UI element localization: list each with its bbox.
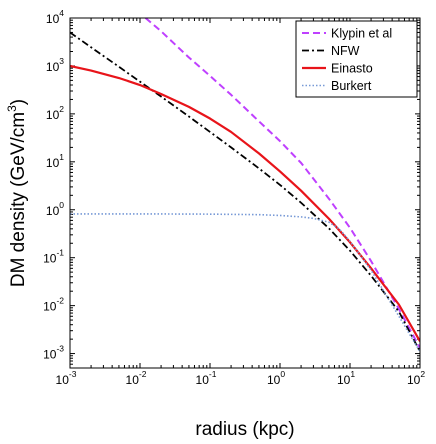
y-axis-title-exp: 3 bbox=[5, 105, 19, 112]
y-tick-label: 10-1 bbox=[43, 248, 64, 266]
y-tick-base: 10 bbox=[46, 108, 60, 122]
y-tick-exp: -3 bbox=[56, 344, 64, 354]
y-tick-label: 10-3 bbox=[43, 344, 64, 362]
y-tick-base: 10 bbox=[46, 204, 60, 218]
y-tick-base: 10 bbox=[43, 252, 57, 266]
x-tick-base: 10 bbox=[56, 373, 70, 387]
x-tick-base: 10 bbox=[126, 373, 140, 387]
y-tick-label: 101 bbox=[46, 152, 64, 170]
y-tick-base: 10 bbox=[43, 300, 57, 314]
x-tick-label: 10-2 bbox=[126, 369, 147, 387]
x-tick-base: 10 bbox=[196, 373, 210, 387]
x-axis-title: radius (kpc) bbox=[195, 419, 294, 440]
y-tick-base: 10 bbox=[46, 156, 60, 170]
x-tick-label: 101 bbox=[337, 369, 355, 387]
y-tick-label: 104 bbox=[46, 8, 64, 26]
x-tick-exp: -3 bbox=[69, 369, 77, 379]
y-tick-exp: -2 bbox=[56, 296, 64, 306]
x-tick-exp: 1 bbox=[350, 369, 355, 379]
x-tick-label: 102 bbox=[407, 369, 425, 387]
y-tick-label: 102 bbox=[46, 104, 64, 122]
plot-frame bbox=[69, 17, 421, 369]
legend-label: Einasto bbox=[331, 62, 373, 76]
y-tick-label: 10-2 bbox=[43, 296, 64, 314]
x-tick-exp: -1 bbox=[209, 369, 217, 379]
y-tick-exp: 3 bbox=[59, 56, 64, 66]
legend-label: NFW bbox=[331, 44, 360, 58]
y-tick-exp: -1 bbox=[56, 248, 64, 258]
legend-label: Klypin et al bbox=[331, 27, 392, 41]
series-layer bbox=[70, 18, 420, 352]
y-tick-base: 10 bbox=[43, 348, 57, 362]
series-line-nfw bbox=[70, 31, 420, 352]
y-axis-title: DM density (GeV/cm3) bbox=[5, 99, 29, 287]
y-tick-exp: 2 bbox=[59, 104, 64, 114]
x-tick-label: 10-1 bbox=[196, 369, 217, 387]
y-tick-label: 103 bbox=[46, 56, 64, 74]
x-tick-exp: -2 bbox=[139, 369, 147, 379]
x-tick-exp: 2 bbox=[420, 369, 425, 379]
x-tick-exp: 0 bbox=[280, 369, 285, 379]
y-tick-label: 100 bbox=[46, 200, 64, 218]
y-axis-title-main: DM density (GeV/cm bbox=[8, 112, 29, 287]
legend-label: Burkert bbox=[331, 79, 372, 93]
y-tick-base: 10 bbox=[46, 60, 60, 74]
x-tick-base: 10 bbox=[267, 373, 281, 387]
series-line-burkert bbox=[70, 213, 420, 352]
y-tick-base: 10 bbox=[46, 12, 60, 26]
x-tick-label: 10-3 bbox=[56, 369, 77, 387]
x-tick-base: 10 bbox=[337, 373, 351, 387]
y-tick-exp: 0 bbox=[59, 200, 64, 210]
y-tick-exp: 4 bbox=[59, 8, 64, 18]
legend: Klypin et al NFW Einasto Burkert bbox=[295, 20, 418, 98]
series-line-klypin-et-al bbox=[144, 18, 420, 349]
x-tick-label: 100 bbox=[267, 369, 285, 387]
y-axis-title-close: ) bbox=[8, 99, 29, 105]
x-tick-base: 10 bbox=[407, 373, 421, 387]
y-tick-exp: 1 bbox=[59, 152, 64, 162]
